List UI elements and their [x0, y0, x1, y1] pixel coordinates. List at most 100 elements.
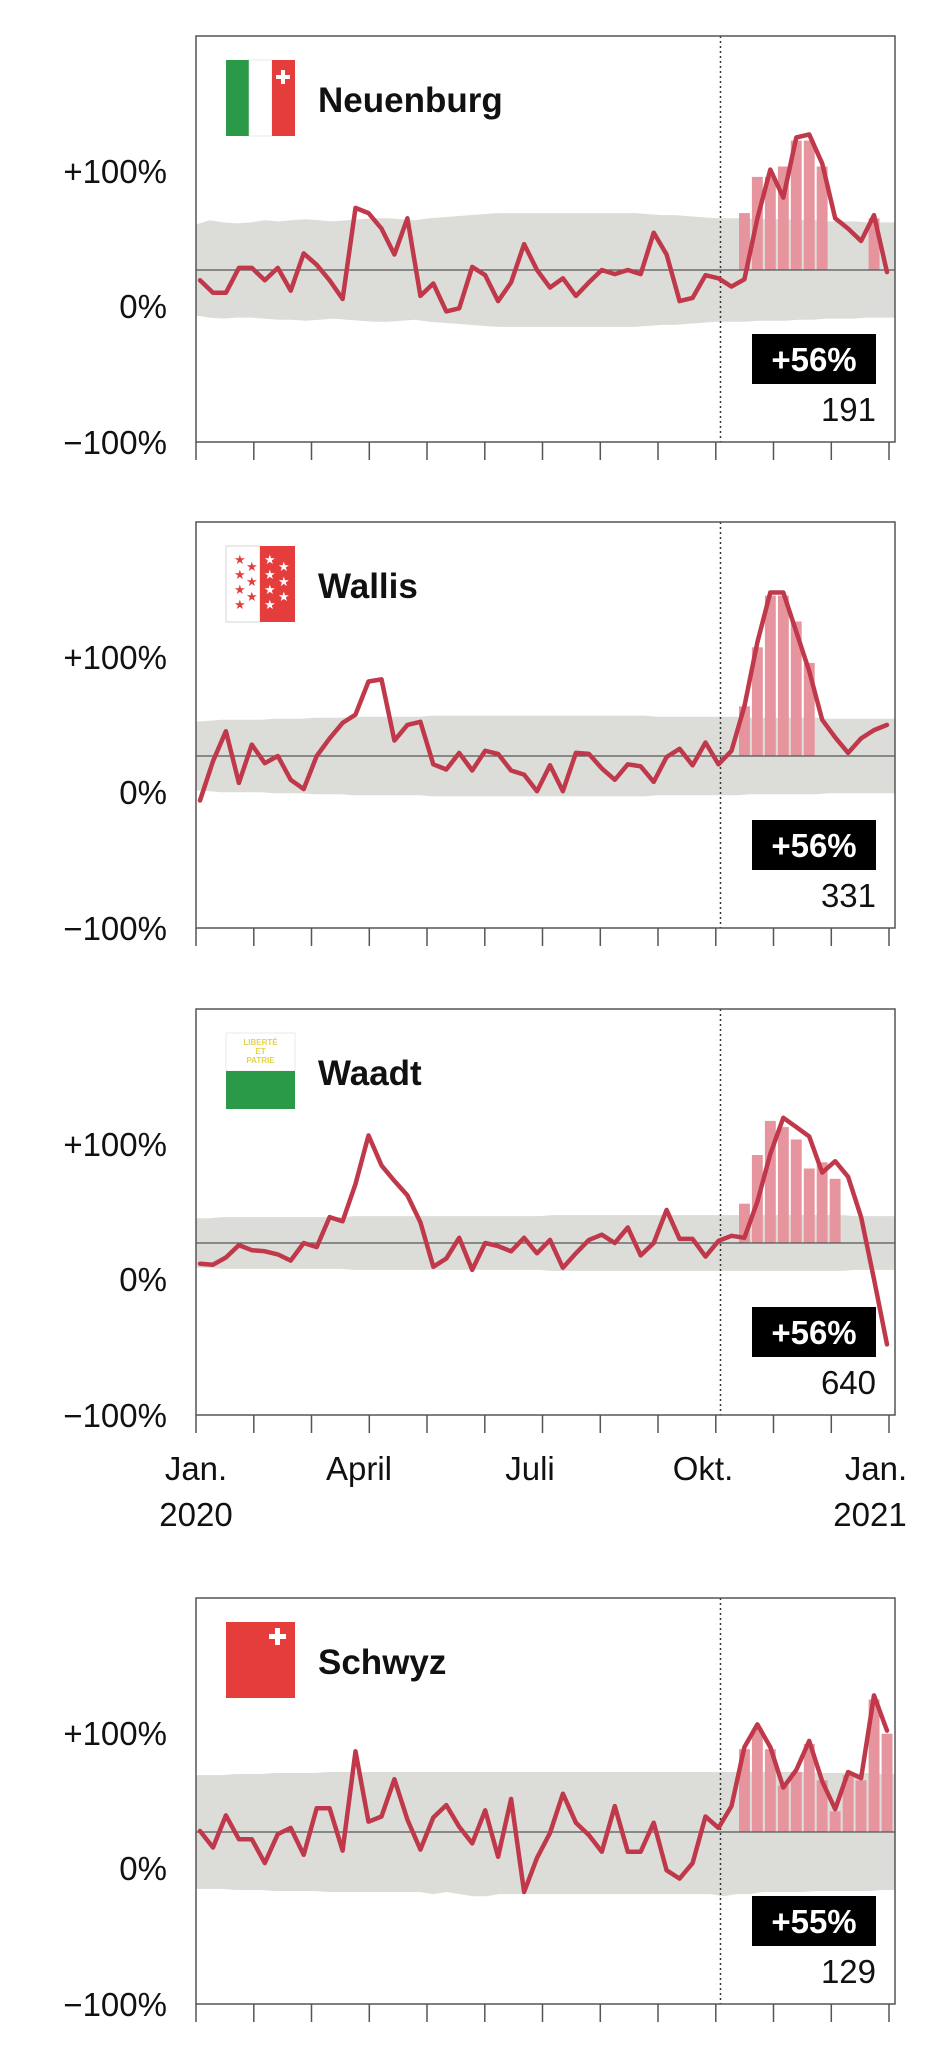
excess-bar [764, 595, 776, 756]
panel-title: Waadt [318, 1054, 422, 1093]
excess-bar [739, 706, 750, 756]
y-tick-label: +100% [63, 639, 167, 676]
y-tick-label: −100% [63, 1397, 167, 1434]
excess-bar [855, 1780, 867, 1832]
svg-text:★: ★ [234, 553, 246, 568]
excess-badge-bg [752, 1896, 876, 1946]
svg-text:★: ★ [234, 583, 246, 598]
excess-badge: +56% [771, 1314, 856, 1351]
x-tick-label: Okt. [673, 1450, 734, 1487]
y-tick-label: −100% [63, 424, 167, 461]
excess-bar [777, 1785, 789, 1832]
excess-count: 331 [821, 877, 876, 914]
plot-frame [195, 1597, 896, 2005]
svg-text:★: ★ [264, 583, 276, 598]
x-tick-label: Juli [505, 1450, 555, 1487]
svg-text:★: ★ [234, 568, 246, 583]
svg-text:★: ★ [278, 575, 290, 590]
plot-frame [195, 521, 896, 929]
x-ticks [195, 2004, 890, 2022]
excess-bar [739, 1203, 750, 1243]
panel-schwyz: Schwyz +100% 0% −100% +55% 129 [63, 1597, 896, 2023]
y-tick-label: +100% [63, 1126, 167, 1163]
excess-badge-bg [752, 334, 876, 384]
excess-bar [790, 621, 802, 756]
excess-bar [764, 1749, 776, 1832]
panel-waadt: LIBERTÉ ET PATRIE Waadt +100% 0% −100% +… [63, 1008, 896, 1434]
excess-bar [816, 1162, 828, 1243]
excess-count: 191 [821, 391, 876, 428]
excess-bar [751, 1728, 763, 1832]
plot-frame [195, 35, 896, 443]
y-tick-label: −100% [63, 910, 167, 947]
plot-frame [195, 1008, 896, 1416]
flag-motto-line: ET [255, 1047, 265, 1056]
x-ticks [195, 1415, 890, 1433]
excess-bar [881, 1733, 893, 1832]
excess-bar [803, 662, 815, 756]
mortality-line [197, 1693, 890, 1895]
excess-bar [803, 1744, 815, 1832]
excess-bar [803, 1168, 815, 1243]
excess-bar [829, 1178, 841, 1243]
neuenburg-flag [226, 59, 295, 137]
x-year-label: 2021 [833, 1496, 906, 1533]
svg-text:★: ★ [278, 560, 290, 575]
mortality-line [197, 132, 890, 314]
excess-bar [816, 1780, 828, 1832]
excess-count: 640 [821, 1364, 876, 1401]
y-tick-label: +100% [63, 153, 167, 190]
x-ticks [195, 442, 890, 460]
excess-badge-bg [752, 1307, 876, 1357]
excess-bar [739, 213, 750, 270]
y-tick-label: 0% [119, 288, 167, 325]
excess-bar [790, 1139, 802, 1243]
x-tick-label: April [326, 1450, 392, 1487]
panel-neuenburg: Neuenburg +100% 0% −100% +56% 191 [63, 35, 896, 461]
svg-text:★: ★ [246, 590, 258, 605]
excess-bar [842, 1775, 854, 1832]
x-year-label: 2020 [159, 1496, 232, 1533]
y-tick-label: +100% [63, 1715, 167, 1752]
svg-text:★: ★ [264, 598, 276, 613]
excess-bars [739, 1699, 893, 1832]
svg-text:★: ★ [264, 553, 276, 568]
band-layer [196, 1772, 895, 1897]
y-tick-label: 0% [119, 1261, 167, 1298]
excess-badge: +55% [771, 1903, 856, 1940]
mortality-line [197, 590, 890, 803]
excess-bar [777, 1127, 789, 1243]
schwyz-flag [226, 1622, 295, 1698]
excess-badge: +56% [771, 827, 856, 864]
excess-bars [739, 595, 815, 756]
excess-bar [739, 1749, 750, 1832]
excess-bar [777, 166, 789, 270]
excess-bar [868, 1699, 880, 1832]
svg-text:★: ★ [234, 598, 246, 613]
panel-wallis: ★★★★ ★★★ ★★★★ ★★★ Wallis +100% 0% −100% … [63, 521, 896, 947]
excess-bar [764, 176, 776, 270]
x-tick-label: Jan. [845, 1450, 907, 1487]
waadt-flag: LIBERTÉ ET PATRIE [225, 1032, 296, 1109]
excess-badge-bg [752, 820, 876, 870]
excess-badge: +56% [771, 341, 856, 378]
wallis-flag: ★★★★ ★★★ ★★★★ ★★★ [225, 545, 295, 623]
normal-range-band [196, 1772, 895, 1897]
excess-bar [764, 1120, 776, 1243]
excess-bar [816, 166, 828, 270]
panel-title: Neuenburg [318, 81, 503, 120]
panel-title: Schwyz [318, 1643, 446, 1682]
excess-bar [790, 140, 802, 270]
panel-title: Wallis [318, 567, 418, 606]
flag-motto-line: PATRIE [246, 1056, 275, 1065]
excess-bar [803, 140, 815, 270]
y-tick-label: 0% [119, 774, 167, 811]
excess-bar [751, 647, 763, 756]
excess-bar [868, 218, 880, 270]
svg-text:★: ★ [246, 575, 258, 590]
flag-motto-line: LIBERTÉ [243, 1038, 278, 1047]
x-axis-labels: Jan. April Juli Okt. Jan. 2020 2021 [159, 1450, 907, 1533]
mortality-line [197, 1115, 890, 1347]
x-tick-label: Jan. [165, 1450, 227, 1487]
